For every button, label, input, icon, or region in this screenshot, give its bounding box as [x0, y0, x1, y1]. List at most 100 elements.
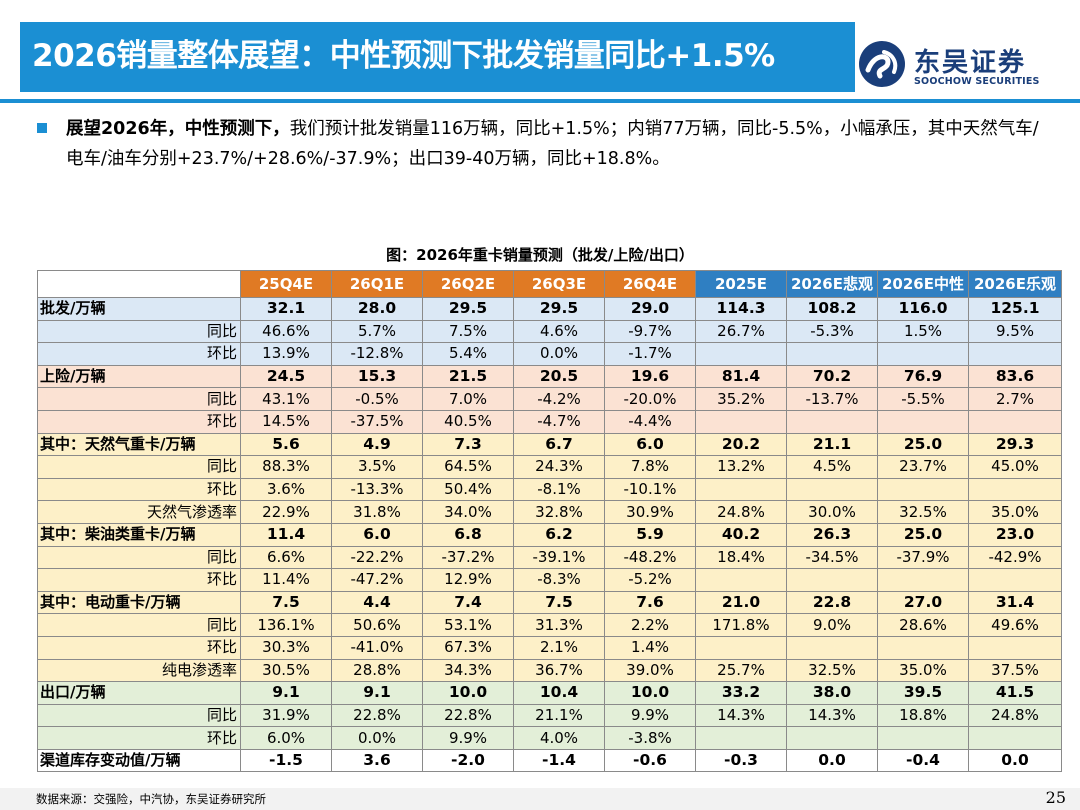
table-cell: 9.1 [240, 681, 332, 705]
table-cell: 0.0% [331, 726, 423, 750]
table-cell: -4.2% [513, 387, 605, 411]
table-caption: 图：2026年重卡销量预测（批发/上险/出口） [386, 246, 694, 264]
table-cell: 116.0 [877, 297, 969, 321]
table-cell [786, 568, 878, 592]
table-cell: 4.6% [513, 319, 605, 344]
data-source: 数据来源：交强险，中汽协，东吴证券研究所 [36, 792, 266, 806]
table-cell: 3.5% [331, 455, 423, 479]
row-sublabel: 同比 [37, 319, 241, 344]
table-cell: 10.4 [513, 681, 605, 705]
table-cell: -9.7% [604, 319, 696, 344]
table-cell: 15.3 [331, 364, 423, 389]
table-row: 同比 43.1% -0.5% 7.0% -4.2% -20.0% 35.2% -13.7% -5… [37, 387, 1062, 411]
table-cell: 31.3% [513, 613, 605, 637]
footer-bar: 数据来源：交强险，中汽协，东吴证券研究所 25 [0, 788, 1080, 810]
row-sublabel: 同比 [37, 613, 241, 637]
table-cell: 7.8% [604, 455, 696, 479]
table-cell: 37.5% [968, 658, 1062, 683]
table-cell [695, 568, 787, 592]
table-cell: 29.0 [604, 297, 696, 321]
table-cell [968, 635, 1062, 660]
table-row: 其中：电动重卡/万辆 7.5 4.4 7.4 7.5 7.6 21.0 22.8 27.0 31.… [37, 590, 1062, 615]
company-logo: 东吴证券 SOOCHOW SECURITIES [858, 38, 1073, 96]
summary-body: 我们预计批发销量116万辆，同比+1.5%；内销77万辆，同比-5.5%，小幅承… [66, 119, 1039, 169]
table-cell: 39.0% [604, 658, 696, 683]
table-cell: 9.5% [968, 319, 1062, 344]
forecast-table: 25Q4E 26Q1E 26Q2E 26Q3E 26Q4E 2025E 2026E悲观 202… [37, 270, 1062, 773]
table-cell: 30.3% [240, 635, 332, 660]
table-cell: 46.6% [240, 319, 332, 344]
table-cell: -42.9% [968, 545, 1062, 570]
row-sublabel: 天然气渗透率 [37, 500, 241, 524]
table-row: 环比 11.4% -47.2% 12.9% -8.3% -5.2% [37, 568, 1062, 592]
table-cell: 12.9% [422, 568, 514, 592]
table-cell: 22.8% [331, 703, 423, 728]
table-cell: 22.8% [422, 703, 514, 728]
table-cell [786, 342, 878, 366]
table-row: 纯电渗透率 30.5% 28.8% 34.3% 36.7% 39.0% 25.7% 32.5%… [37, 658, 1062, 683]
table-body: 批发/万辆 32.1 28.0 29.5 29.5 29.0 114.3 108.2 116.0… [37, 297, 1062, 773]
column-header: 25Q4E [240, 270, 332, 298]
table-cell: 5.7% [331, 319, 423, 344]
table-cell [786, 409, 878, 434]
row-sublabel: 同比 [37, 703, 241, 728]
table-row: 环比 6.0% 0.0% 9.9% 4.0% -3.8% [37, 726, 1062, 750]
table-cell: 2.2% [604, 613, 696, 637]
header-divider [0, 99, 1080, 103]
table-cell [695, 477, 787, 502]
table-cell: -13.7% [786, 387, 878, 411]
table-cell: 7.5 [240, 590, 332, 615]
table-cell: 22.8 [786, 590, 878, 615]
table-cell: 4.4 [331, 590, 423, 615]
table-cell: 38.0 [786, 681, 878, 705]
table-cell: 11.4% [240, 568, 332, 592]
table-cell: 33.2 [695, 681, 787, 705]
table-cell: -37.9% [877, 545, 969, 570]
table-cell: 114.3 [695, 297, 787, 321]
row-label: 其中：天然气重卡/万辆 [37, 432, 241, 457]
row-label: 批发/万辆 [37, 297, 241, 321]
table-row: 环比 30.3% -41.0% 67.3% 2.1% 1.4% [37, 635, 1062, 660]
table-cell: 50.4% [422, 477, 514, 502]
table-cell: -47.2% [331, 568, 423, 592]
table-cell: 7.4 [422, 590, 514, 615]
row-sublabel: 环比 [37, 635, 241, 660]
table-cell: 5.9 [604, 522, 696, 547]
table-cell [877, 409, 969, 434]
row-sublabel: 环比 [37, 568, 241, 592]
table-cell: -10.1% [604, 477, 696, 502]
table-cell: 70.2 [786, 364, 878, 389]
table-cell [695, 342, 787, 366]
table-cell: 34.0% [422, 500, 514, 524]
table-cell: -13.3% [331, 477, 423, 502]
table-cell: -3.8% [604, 726, 696, 750]
table-cell: -0.6 [604, 748, 696, 773]
table-cell: 22.9% [240, 500, 332, 524]
soochow-logo-icon [859, 41, 905, 87]
table-cell: 14.5% [240, 409, 332, 434]
table-header-row: 25Q4E 26Q1E 26Q2E 26Q3E 26Q4E 2025E 2026E悲观 202… [37, 270, 1062, 298]
table-row: 环比 14.5% -37.5% 40.5% -4.7% -4.4% [37, 409, 1062, 434]
table-cell: 40.2 [695, 522, 787, 547]
table-cell [786, 635, 878, 660]
table-cell: 29.3 [968, 432, 1062, 457]
table-cell: 9.9% [422, 726, 514, 750]
table-cell: 30.0% [786, 500, 878, 524]
table-cell: 9.9% [604, 703, 696, 728]
table-cell: -1.7% [604, 342, 696, 366]
row-label: 其中：柴油类重卡/万辆 [37, 522, 241, 547]
table-cell: 36.7% [513, 658, 605, 683]
table-cell: 2.1% [513, 635, 605, 660]
table-cell: 1.4% [604, 635, 696, 660]
table-cell: 29.5 [513, 297, 605, 321]
row-label: 出口/万辆 [37, 681, 241, 705]
table-cell: 20.2 [695, 432, 787, 457]
table-cell: -2.0 [422, 748, 514, 773]
table-cell: 11.4 [240, 522, 332, 547]
table-cell: 28.6% [877, 613, 969, 637]
table-row: 批发/万辆 32.1 28.0 29.5 29.5 29.0 114.3 108.2 116.0… [37, 297, 1062, 321]
row-sublabel: 同比 [37, 455, 241, 479]
table-cell: 35.0% [968, 500, 1062, 524]
table-cell: 34.3% [422, 658, 514, 683]
table-row: 同比 136.1% 50.6% 53.1% 31.3% 2.2% 171.8% 9.0% 28.… [37, 613, 1062, 637]
